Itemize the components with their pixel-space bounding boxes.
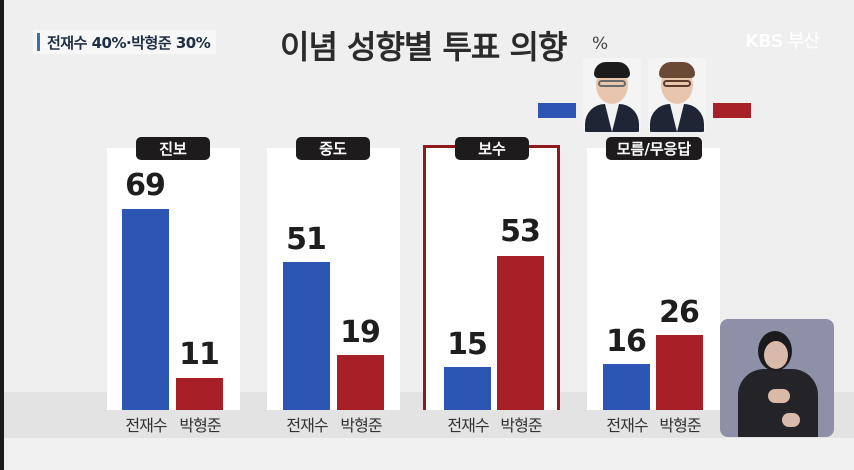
x-label: 전재수: [125, 416, 167, 435]
headline-ticker: 전재수 40%·박형준 30%: [33, 30, 217, 54]
candidate-photo-jeon: [583, 58, 641, 132]
chart-unit: %: [592, 34, 609, 54]
value-label: 16: [606, 324, 647, 359]
ticker-text: 전재수 40%·박형준 30%: [47, 33, 211, 52]
legend-swatch-jeon: [538, 103, 576, 118]
bar-park: [337, 355, 384, 410]
bar-jeon: [603, 364, 650, 410]
category-label: 모름/무응답: [606, 137, 702, 160]
category-label: 보수: [455, 137, 529, 160]
legend-swatch-park: [713, 103, 751, 118]
x-label: 박형준: [340, 416, 382, 435]
bar-park: [176, 378, 223, 410]
sign-language-interpreter: [720, 319, 834, 437]
x-label: 전재수: [447, 416, 489, 435]
bar-jeon: [122, 209, 169, 410]
bar-jeon: [444, 367, 491, 410]
candidate-photo-park: [648, 58, 706, 132]
bottom-area: [4, 438, 854, 470]
value-label: 53: [500, 214, 541, 249]
value-label: 19: [340, 315, 381, 350]
chart-title: 이념 성향별 투표 의향: [280, 28, 567, 66]
value-label: 11: [179, 337, 220, 372]
category-label: 중도: [296, 137, 370, 160]
broadcaster-logo: KBS 부산: [745, 31, 820, 52]
value-label: 26: [659, 295, 700, 330]
video-frame-edge: [0, 0, 4, 470]
value-label: 69: [125, 168, 166, 203]
x-label: 전재수: [606, 416, 648, 435]
bar-park: [497, 256, 544, 410]
x-label: 전재수: [286, 416, 328, 435]
x-label: 박형준: [500, 416, 542, 435]
category-label: 진보: [136, 137, 210, 160]
value-label: 15: [447, 327, 488, 362]
value-label: 51: [286, 222, 327, 257]
ticker-accent-bar: [37, 33, 40, 51]
x-label: 박형준: [659, 416, 701, 435]
bar-park: [656, 335, 703, 410]
x-label: 박형준: [179, 416, 221, 435]
bar-jeon: [283, 262, 330, 410]
